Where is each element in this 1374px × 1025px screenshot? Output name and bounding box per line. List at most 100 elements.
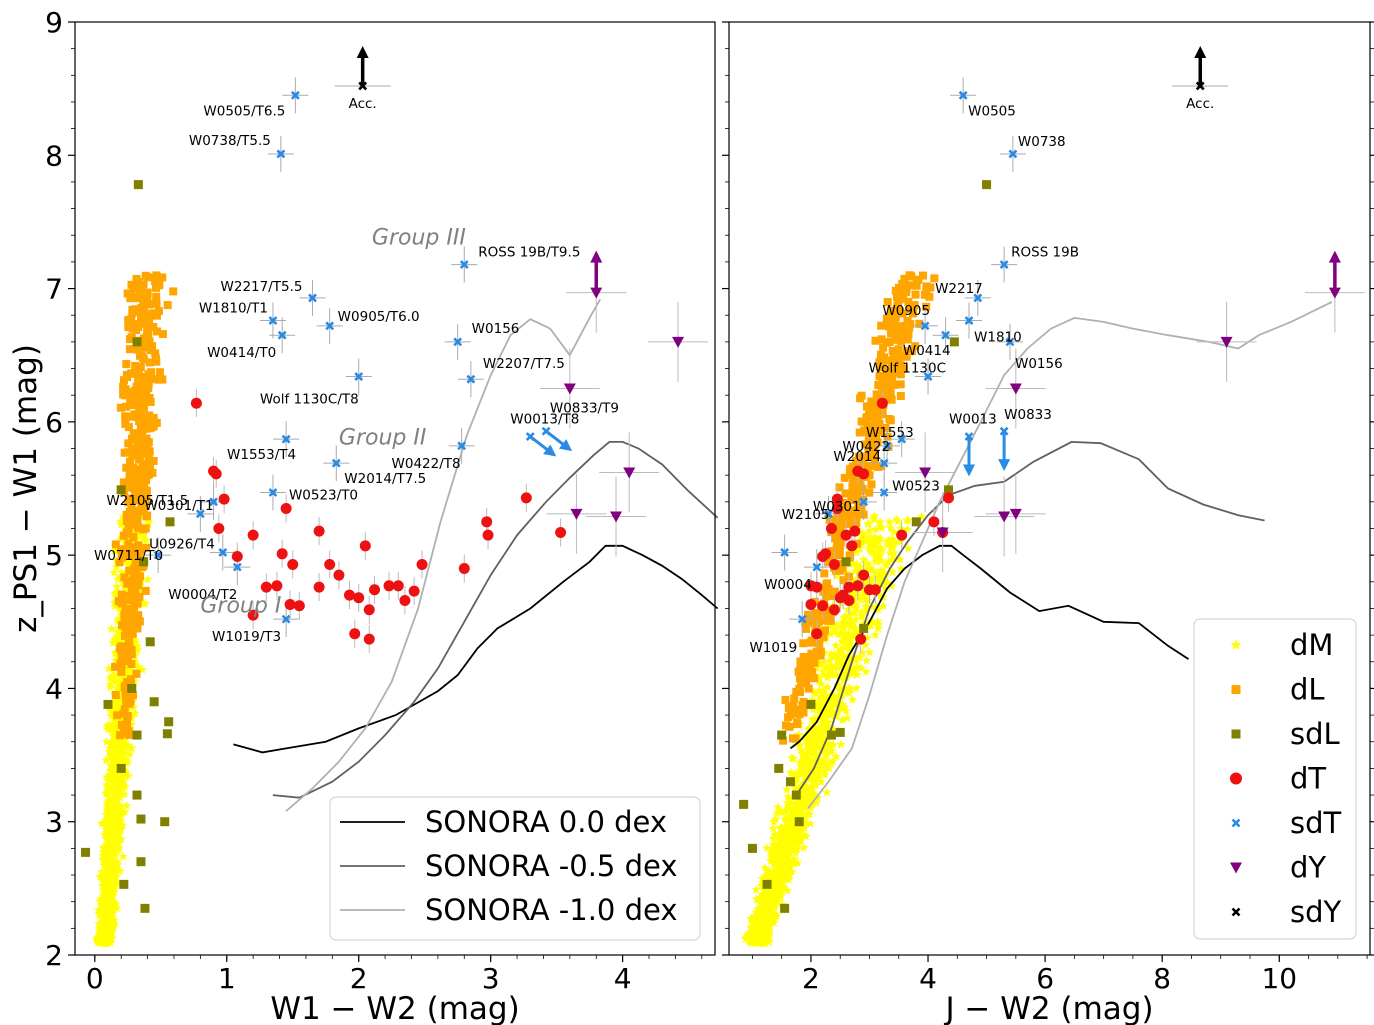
dM-marker <box>857 647 868 657</box>
dM-marker <box>881 560 891 570</box>
legend-marker <box>1230 772 1242 785</box>
sdT-label: W2207/T7.5 <box>483 356 565 372</box>
sdT-marker <box>466 374 476 384</box>
dM-marker <box>107 708 117 718</box>
dM-marker <box>841 567 852 577</box>
dM-marker <box>831 693 842 703</box>
dM-marker <box>850 622 860 632</box>
dM-marker <box>121 758 131 768</box>
dM-marker <box>121 800 132 810</box>
sdT-marker-stroke <box>277 330 287 340</box>
dL-marker <box>905 271 914 280</box>
dL-marker <box>144 370 153 379</box>
sdT-label: W0422 <box>842 439 890 455</box>
legend-label: sdT <box>1290 806 1342 840</box>
dL-marker <box>130 410 139 419</box>
dM-marker <box>873 536 883 546</box>
dM-marker <box>852 559 862 569</box>
dL-marker <box>139 302 148 311</box>
dL-marker <box>127 434 136 443</box>
dM-marker <box>760 862 770 872</box>
dM-marker <box>793 795 803 805</box>
dM-marker <box>841 661 851 671</box>
dM-marker <box>808 727 819 737</box>
dM-marker <box>103 886 113 895</box>
dL-marker <box>874 381 883 390</box>
dM-marker <box>138 530 149 540</box>
dM-marker <box>111 720 121 730</box>
dM-marker <box>105 833 116 843</box>
dM-marker <box>98 934 108 944</box>
dM-marker <box>792 771 802 781</box>
dL-marker <box>152 299 161 308</box>
sdT-upperlimit-arrow-head <box>998 459 1011 472</box>
sdT-label: W2105/T1.5 <box>106 493 188 509</box>
dL-marker <box>136 286 145 295</box>
dL-marker <box>148 342 157 351</box>
left-panel: Acc. W0505/T6.5 W0738/T5.5 ROSS 19B/T9.5 W22… <box>8 6 719 1025</box>
dM-marker <box>816 711 826 721</box>
dL-marker <box>116 403 125 412</box>
sdY-limit-arrow-head <box>356 45 369 58</box>
dL-marker <box>146 462 155 471</box>
dM-marker <box>855 543 865 553</box>
dL-marker <box>131 586 140 595</box>
dM-marker <box>804 728 814 738</box>
dM-marker <box>814 705 824 715</box>
dL-marker <box>793 720 802 729</box>
dM-marker <box>796 745 806 755</box>
dM-marker <box>105 752 116 762</box>
sdT-label: ROSS 19B <box>1011 245 1079 261</box>
dM-marker <box>751 926 761 936</box>
dM-marker <box>97 893 107 903</box>
dM-marker <box>882 577 893 587</box>
dL-marker <box>117 720 126 729</box>
dM-marker <box>865 531 875 541</box>
dM-marker <box>884 517 895 527</box>
dM-marker <box>837 636 847 646</box>
sdT-label: W2014 <box>833 449 881 465</box>
dM-marker <box>114 808 125 818</box>
dL-marker <box>147 418 156 427</box>
dM-marker <box>99 928 109 938</box>
dM-marker <box>109 835 120 845</box>
dM-marker <box>112 725 122 735</box>
dM-marker <box>845 546 856 556</box>
dY-marker <box>570 508 583 520</box>
dM-marker <box>791 837 801 847</box>
dM-marker <box>860 577 870 587</box>
dM-marker <box>103 927 113 937</box>
dM-marker <box>873 580 883 590</box>
dL-marker <box>799 652 808 661</box>
dL-marker <box>833 528 842 537</box>
dL-marker <box>875 419 884 428</box>
dM-marker <box>120 742 131 752</box>
dL-marker <box>907 347 916 356</box>
dM-marker <box>792 858 803 868</box>
sdT-marker-stroke <box>1005 337 1015 347</box>
dM-marker <box>99 854 109 863</box>
dM-marker <box>833 658 843 668</box>
dL-marker <box>856 394 865 403</box>
dL-marker <box>134 541 143 550</box>
dM-marker <box>831 619 841 629</box>
left-axes: 0 1 2 3 4 2 3 4 5 6 7 8 9 z_PS1 − W1 (mag) W1 − W2 (ma… <box>8 6 716 1025</box>
dM-marker <box>102 720 113 730</box>
sdL-marker <box>140 903 150 913</box>
dM-marker <box>806 771 816 780</box>
dL-marker <box>128 520 137 529</box>
dM-marker <box>774 841 785 851</box>
legend-marker <box>1231 818 1241 828</box>
dM-marker <box>781 806 791 816</box>
dM-marker <box>819 755 829 765</box>
dM-marker <box>800 775 810 785</box>
dM-marker <box>783 791 794 801</box>
dT-marker <box>280 502 292 514</box>
legend-marker-stroke <box>1231 907 1241 917</box>
legend-marker <box>1231 907 1241 917</box>
dM-marker <box>810 714 820 724</box>
sdY-label: Acc. <box>1186 96 1214 112</box>
sdT-marker-stroke <box>281 434 291 444</box>
sdT-marker <box>1005 337 1015 347</box>
dL-marker <box>134 472 143 481</box>
